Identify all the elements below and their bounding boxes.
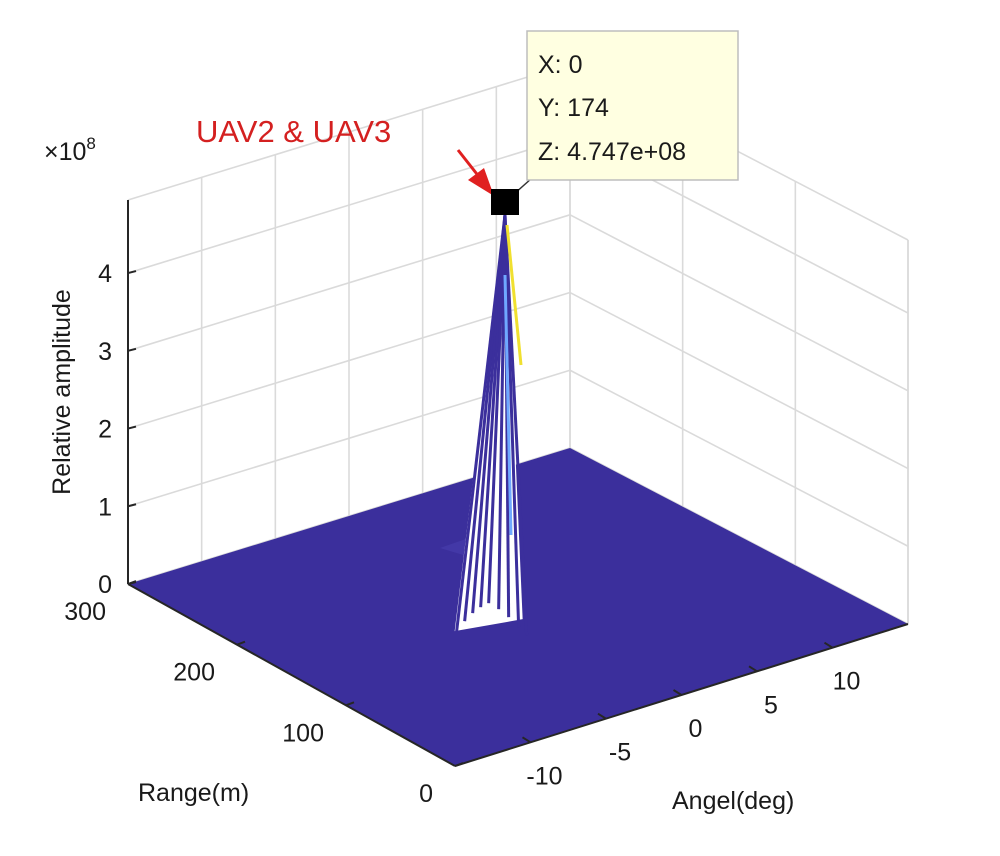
annotation-arrow — [456, 149, 494, 196]
peak-core — [503, 274, 513, 536]
annotation-label: UAV2 & UAV3 — [196, 114, 391, 149]
y-tick-label-3: 300 — [64, 598, 106, 626]
x-tick-4 — [823, 641, 834, 649]
z-tick-1 — [127, 503, 137, 508]
datatip-z: Z: 4.747e+08 — [538, 138, 686, 166]
y-tick-0 — [454, 762, 464, 767]
y-tick-1 — [345, 701, 355, 707]
z-tick-label-1: 1 — [98, 493, 112, 521]
x-tick-2 — [672, 689, 683, 696]
grid-line-z-side-1 — [569, 369, 909, 547]
x-tick-label-2: 0 — [689, 715, 703, 743]
x-tick-label-3: 5 — [764, 691, 778, 719]
x-tick-0 — [521, 736, 532, 744]
peak-marker[interactable] — [491, 189, 519, 215]
z-tick-label-3: 3 — [98, 338, 112, 366]
grid-line-z-side-3 — [569, 214, 909, 392]
datatip-y: Y: 174 — [538, 94, 609, 122]
z-axis-label: Relative amplitude — [48, 289, 76, 495]
z-exponent-label: ×108 — [44, 134, 96, 166]
y-axis-label: Range(m) — [138, 779, 249, 807]
y-tick-2 — [236, 640, 246, 646]
y-tick-3 — [127, 580, 137, 585]
tick-marks: 0 1 2 3 4 0 100 200 300 -10 -5 0 5 10 — [64, 260, 860, 808]
x-tick-3 — [748, 665, 758, 673]
x-tick-label-1: -5 — [609, 739, 631, 767]
z-tick-4 — [127, 270, 137, 275]
peak-ridge-8 — [503, 214, 529, 636]
z-tick-label-0: 0 — [98, 571, 112, 599]
x-tick-1 — [597, 712, 607, 720]
peak-spike — [454, 214, 529, 636]
y-tick-label-1: 100 — [282, 719, 324, 747]
x-tick-label-0: -10 — [526, 762, 562, 790]
datatip[interactable]: X: 0 Y: 174 Z: 4.747e+08 — [504, 30, 739, 203]
z-tick-label-2: 2 — [98, 416, 112, 444]
datatip-box — [526, 30, 739, 181]
peak-ridge-4 — [487, 214, 507, 604]
z-tick-2 — [127, 425, 137, 430]
grid-line-z-side-2 — [569, 291, 909, 470]
y-tick-label-0: 0 — [419, 780, 433, 808]
x-tick-label-4: 10 — [833, 668, 861, 696]
datatip-x: X: 0 — [538, 51, 582, 79]
z-tick-label-4: 4 — [98, 260, 112, 288]
y-axis-line — [127, 583, 456, 767]
z-tick-3 — [127, 347, 137, 352]
y-tick-label-2: 200 — [173, 659, 215, 687]
peak-highlight — [505, 224, 523, 366]
x-axis-label: Angel(deg) — [672, 787, 794, 815]
